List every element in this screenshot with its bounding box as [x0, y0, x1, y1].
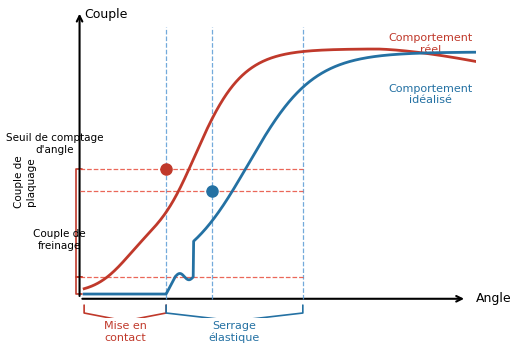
- Text: Couple de
plaquage: Couple de plaquage: [14, 155, 36, 208]
- Text: Couple de
freinage: Couple de freinage: [33, 229, 85, 251]
- Text: Mise en
contact: Mise en contact: [104, 321, 147, 343]
- Text: Comportement
idéalisé: Comportement idéalisé: [388, 84, 472, 105]
- Text: Seuil de comptage
d'angle: Seuil de comptage d'angle: [6, 133, 103, 154]
- Text: Angle: Angle: [476, 292, 511, 305]
- Text: Serrage
élastique: Serrage élastique: [209, 321, 260, 343]
- Text: Comportement
réel: Comportement réel: [388, 33, 472, 55]
- Text: Couple: Couple: [84, 8, 128, 21]
